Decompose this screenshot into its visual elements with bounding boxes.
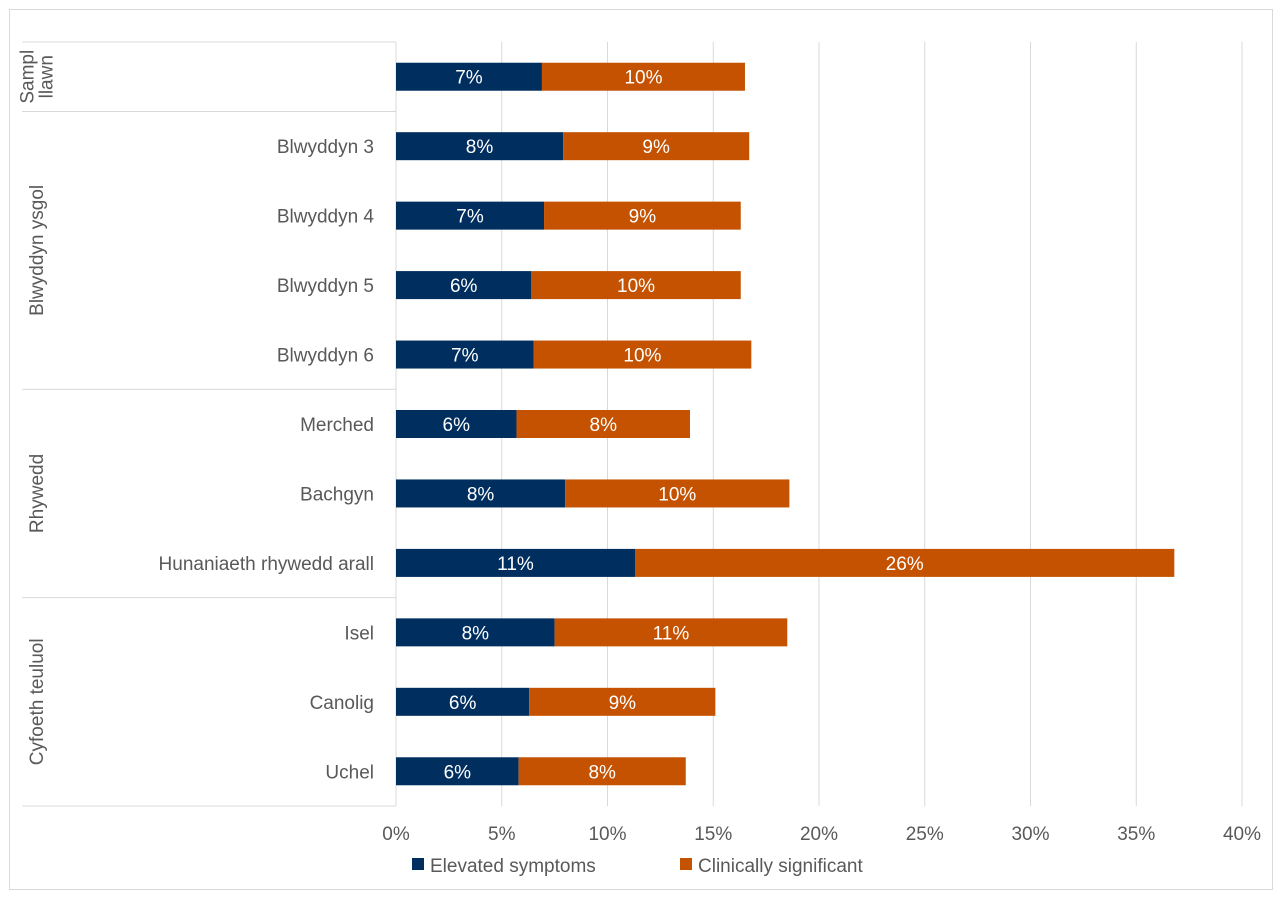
data-label: 6%	[444, 762, 472, 783]
group-label: Rhywedd	[27, 454, 48, 533]
bar-segment	[396, 479, 566, 508]
category-label: Blwyddyn 4	[277, 207, 375, 228]
bar-segment	[396, 271, 532, 300]
bar-segment	[396, 201, 545, 230]
bar-segment	[396, 62, 542, 91]
data-label: 8%	[467, 484, 495, 505]
category-label: Merched	[300, 415, 374, 436]
legend-swatch	[412, 858, 424, 870]
bar-segment	[396, 132, 564, 161]
category-label: Hunaniaeth rhywedd arall	[159, 554, 374, 575]
x-tick-label: 30%	[1011, 824, 1049, 845]
legend-swatch	[680, 858, 692, 870]
data-label: 6%	[443, 415, 471, 436]
data-label: 10%	[658, 484, 696, 505]
bar-segment	[565, 479, 790, 508]
data-label: 7%	[456, 207, 484, 228]
data-label: 10%	[617, 276, 655, 297]
data-label: 8%	[466, 137, 494, 158]
bar-segment	[518, 757, 686, 786]
legend-label: Elevated symptoms	[430, 856, 596, 877]
data-label: 9%	[642, 137, 670, 158]
group-label: Blwyddyn ysgol	[27, 185, 48, 316]
x-tick-label: 10%	[588, 824, 626, 845]
x-tick-label: 5%	[488, 824, 516, 845]
category-label: Blwyddyn 6	[277, 346, 374, 367]
x-tick-label: 35%	[1117, 824, 1155, 845]
category-label: Isel	[344, 623, 374, 644]
group-label: Cyfoeth teuluol	[27, 638, 48, 765]
data-label: 9%	[609, 693, 637, 714]
group-label-line: Cyfoeth teuluol	[27, 638, 48, 765]
data-label: 6%	[450, 276, 478, 297]
group-label-line: Sampl	[18, 50, 39, 104]
group-label-line: Rhywedd	[27, 454, 48, 533]
bar-segment	[396, 410, 517, 438]
x-tick-label: 0%	[382, 824, 410, 845]
data-label: 8%	[590, 415, 618, 436]
bar-segment	[516, 410, 690, 438]
bar-segment	[554, 618, 788, 647]
group-label-line: Blwyddyn ysgol	[27, 185, 48, 316]
x-tick-label: 20%	[800, 824, 838, 845]
data-label: 7%	[455, 68, 483, 89]
bar-segment	[396, 340, 534, 369]
data-label: 10%	[624, 68, 662, 89]
bar-segment	[529, 687, 716, 716]
group-label: Samplllawn	[18, 50, 58, 104]
bar-segment	[544, 201, 741, 230]
data-label: 26%	[886, 554, 924, 575]
bar-segment	[531, 271, 741, 300]
category-label: Bachgyn	[300, 484, 374, 505]
data-label: 9%	[629, 207, 657, 228]
x-tick-label: 15%	[694, 824, 732, 845]
data-label: 11%	[497, 554, 534, 575]
bar-segment	[533, 340, 752, 369]
bar-segment	[396, 618, 555, 647]
bar-segment	[634, 548, 1175, 577]
x-tick-label: 40%	[1223, 824, 1261, 845]
data-label: 6%	[449, 693, 477, 714]
bar-segment	[541, 62, 745, 91]
bar-segment	[396, 548, 635, 577]
x-tick-label: 25%	[906, 824, 944, 845]
data-label: 8%	[588, 762, 616, 783]
bar-segment	[396, 687, 530, 716]
bar-segment	[396, 757, 519, 786]
data-label: 11%	[653, 623, 690, 644]
group-label-line: llawn	[37, 55, 58, 98]
category-label: Uchel	[325, 762, 374, 783]
category-label: Blwyddyn 3	[277, 137, 374, 158]
bar-segment	[563, 132, 750, 161]
data-label: 10%	[623, 346, 661, 367]
data-label: 8%	[462, 623, 490, 644]
category-label: Canolig	[310, 693, 374, 714]
legend-label: Clinically significant	[698, 856, 863, 877]
category-label: Blwyddyn 5	[277, 276, 374, 297]
data-label: 7%	[451, 346, 479, 367]
